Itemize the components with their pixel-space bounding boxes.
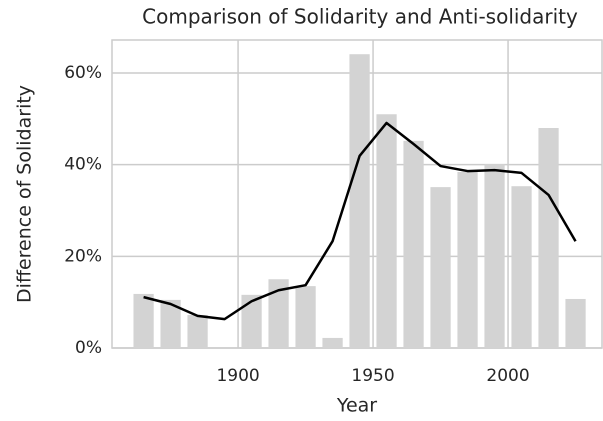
bar: [295, 286, 316, 348]
x-axis-label: Year: [336, 395, 377, 417]
bar: [484, 164, 505, 348]
x-tick-label: 1900: [216, 366, 259, 386]
bar: [538, 128, 559, 348]
y-tick-label: 0%: [75, 338, 102, 358]
bar: [376, 114, 397, 348]
x-tick-label: 2000: [486, 366, 529, 386]
bar: [511, 186, 532, 348]
bar: [187, 315, 208, 348]
chart-title: Comparison of Solidarity and Anti-solida…: [142, 5, 578, 29]
bar: [322, 337, 343, 348]
y-tick-label: 40%: [64, 155, 102, 175]
bar: [133, 293, 154, 348]
bar: [349, 54, 370, 348]
line: [143, 121, 577, 321]
bar: [430, 187, 451, 348]
y-axis-label: Difference of Solidarity: [14, 85, 36, 303]
bar: [241, 294, 262, 348]
bar: [565, 298, 586, 348]
bar: [403, 140, 424, 348]
bar: [268, 279, 289, 348]
bar: [160, 299, 181, 348]
y-tick-label: 60%: [64, 63, 102, 83]
y-tick-label: 20%: [64, 246, 102, 266]
x-tick-label: 1950: [351, 366, 394, 386]
bar: [457, 172, 478, 348]
